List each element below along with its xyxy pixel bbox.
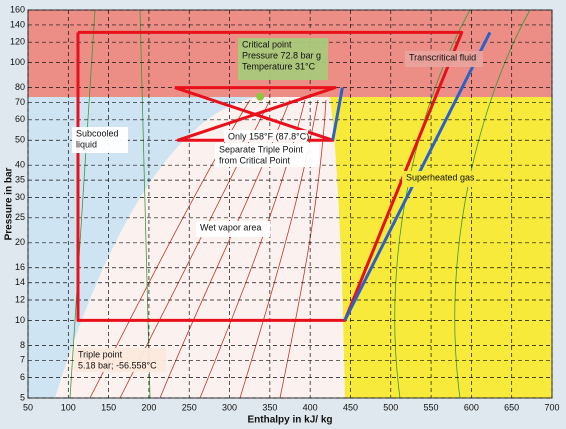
x-tick-label: 400 <box>303 402 318 412</box>
annotation-text: Separate Triple Point <box>219 144 304 154</box>
y-tick-label: 60 <box>15 114 25 124</box>
superheated-region <box>330 97 552 398</box>
annotation-text: liquid <box>76 139 97 149</box>
y-tick-label: 50 <box>15 135 25 145</box>
annotation-text: Only 158°F (87.8°C) <box>228 131 309 141</box>
annotation-text: Pressure 72.8 bar g <box>242 50 321 60</box>
y-tick-label: 160 <box>10 4 25 14</box>
y-tick-label: 7 <box>20 355 25 365</box>
y-tick-label: 100 <box>10 57 25 67</box>
x-tick-label: 500 <box>383 402 398 412</box>
x-tick-label: 650 <box>504 402 519 412</box>
y-tick-label: 8 <box>20 340 25 350</box>
x-tick-label: 700 <box>544 402 559 412</box>
annotation-text: Temperature 31°C <box>242 61 316 71</box>
y-tick-label: 5 <box>20 392 25 402</box>
y-tick-label: 20 <box>15 237 25 247</box>
x-tick-label: 550 <box>424 402 439 412</box>
y-tick-label: 25 <box>15 212 25 222</box>
annotation-box <box>238 38 328 80</box>
annotation-text: Critical point <box>242 39 292 49</box>
y-tick-label: 6 <box>20 372 25 382</box>
annotation-text: Transcritical fluid <box>409 52 476 62</box>
x-tick-label: 350 <box>262 402 277 412</box>
x-tick-label: 450 <box>343 402 358 412</box>
annotation-box <box>74 348 166 372</box>
y-axis-label: Pressure in bar <box>4 167 15 240</box>
y-tick-label: 80 <box>15 82 25 92</box>
y-tick-label: 10 <box>15 315 25 325</box>
y-tick-label: 35 <box>15 175 25 185</box>
annotation-box <box>196 221 270 237</box>
x-tick-label: 200 <box>141 402 156 412</box>
x-tick-label: 50 <box>23 402 33 412</box>
y-tick-label: 70 <box>15 97 25 107</box>
x-tick-label: 100 <box>61 402 76 412</box>
annotation-text: Triple point <box>78 349 123 359</box>
x-tick-label: 600 <box>464 402 479 412</box>
x-tick-label: 150 <box>101 402 116 412</box>
cycle-line <box>174 86 337 142</box>
annotation-text: Subcooled <box>76 128 119 138</box>
annotation-box <box>405 51 483 67</box>
wet-vapor-region <box>55 97 345 398</box>
y-tick-label: 120 <box>10 37 25 47</box>
annotation-box <box>72 127 128 153</box>
annotation-text: Superheated gas <box>406 172 475 182</box>
cycle-line <box>331 87 344 141</box>
critical-point <box>256 92 265 101</box>
annotation-text: 5.18 bar; -56.558°C <box>78 360 157 370</box>
y-tick-label: 14 <box>15 277 25 287</box>
annotation-text: from Critical Point <box>219 155 291 165</box>
annotation-box <box>215 143 319 167</box>
y-tick-label: 30 <box>15 192 25 202</box>
y-tick-label: 140 <box>10 19 25 29</box>
annotation-box <box>224 130 308 142</box>
y-tick-label: 16 <box>15 262 25 272</box>
x-axis-label: Enthalpy in kJ/ kg <box>247 415 332 426</box>
y-tick-label: 12 <box>15 294 25 304</box>
annotation-text: Wet vapor area <box>200 222 261 232</box>
y-tick-label: 40 <box>15 160 25 170</box>
x-tick-label: 300 <box>222 402 237 412</box>
annotation-box <box>402 171 472 187</box>
x-tick-label: 250 <box>182 402 197 412</box>
